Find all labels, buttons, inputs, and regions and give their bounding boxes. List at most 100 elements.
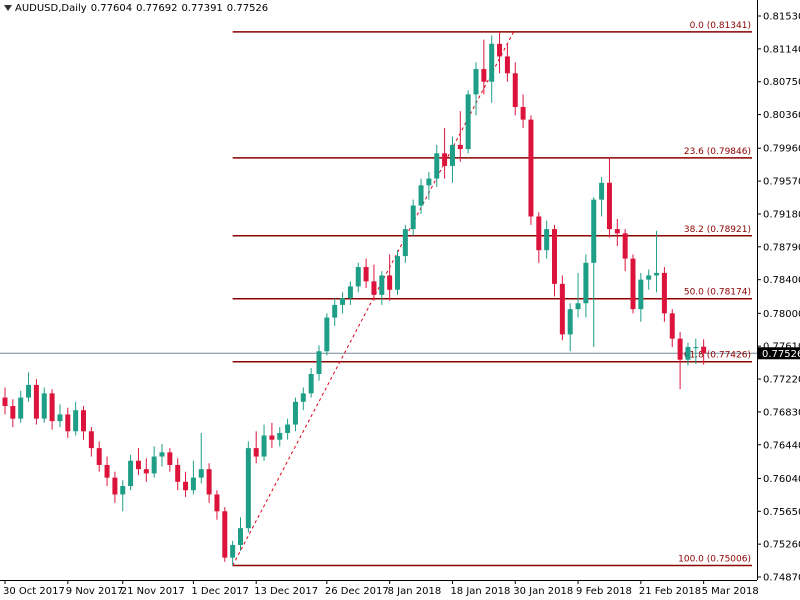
candle-body	[81, 410, 86, 432]
candle-body	[143, 469, 149, 474]
candle-body	[269, 435, 275, 440]
candle-body	[347, 286, 353, 299]
candle-body	[2, 397, 8, 407]
candle-body	[599, 182, 605, 200]
price-label: 0.77526	[762, 349, 800, 360]
candle-body	[606, 182, 612, 230]
candle-body	[371, 281, 377, 295]
candle-body	[701, 346, 707, 354]
candle-body	[410, 205, 416, 230]
fib-label: 23.6 (0.79846)	[684, 147, 751, 157]
candle-body	[442, 153, 448, 166]
candle-body	[57, 414, 63, 422]
fib-label: 50.0 (0.78174)	[684, 288, 751, 298]
candle-body	[128, 460, 134, 487]
fib-trend-line	[232, 31, 514, 566]
header-value: 0.77604	[90, 3, 133, 14]
candle-body	[332, 304, 338, 318]
candle-body	[41, 393, 47, 419]
candle-body	[183, 481, 189, 491]
candle-body	[26, 384, 32, 398]
candle-body	[190, 477, 196, 491]
candle-body	[292, 401, 298, 425]
candle-body	[10, 406, 16, 419]
candle-body	[614, 229, 620, 234]
candle-body	[654, 272, 660, 276]
x-tick-label: 21 Nov 2017	[121, 586, 185, 597]
candle-body	[449, 144, 455, 166]
candle-body	[324, 317, 330, 352]
candle-body	[434, 153, 440, 179]
header-value: 0.77692	[136, 3, 178, 14]
x-tick-label: 30 Oct 2017	[3, 586, 65, 597]
candle-body	[49, 393, 55, 422]
candle-body	[457, 144, 463, 150]
candle-body	[308, 373, 314, 394]
candle-body	[583, 262, 589, 304]
x-tick-label: 30 Jan 2018	[513, 586, 573, 597]
symbol: AUDUSD,Daily	[15, 3, 87, 14]
candle-body	[481, 69, 487, 82]
candle-body	[693, 347, 699, 349]
candle-body	[497, 43, 503, 57]
candle-body	[544, 229, 550, 251]
header-icon	[4, 5, 12, 11]
candle-body	[222, 511, 228, 558]
candle-body	[559, 283, 565, 335]
header-value: 0.77526	[226, 3, 269, 14]
candle-body	[18, 397, 24, 419]
y-tick-label: 0.74870	[763, 573, 800, 584]
candle-body	[552, 229, 557, 284]
candle-body	[214, 494, 220, 512]
candle-body	[426, 178, 432, 186]
candle-body	[520, 106, 526, 120]
candle-body	[316, 351, 322, 374]
candle-body	[104, 464, 110, 478]
candle-body	[300, 393, 306, 402]
candle-body	[473, 69, 479, 95]
candle-body	[575, 303, 581, 310]
x-tick-label: 1 Dec 2017	[191, 586, 249, 597]
x-tick-label: 26 Dec 2017	[325, 586, 389, 597]
candle-body	[591, 199, 597, 263]
fib-label: 61.8 (0.77426)	[684, 351, 751, 361]
candle-body	[395, 256, 400, 290]
candle-body	[245, 448, 251, 529]
candle-body	[65, 414, 71, 432]
candle-body	[355, 267, 361, 287]
fib-layer: 0.0 (0.81341) 23.6 (0.79846) 38.2 (0.78921…	[0, 21, 757, 567]
candle-body	[230, 544, 236, 558]
fib-label: 0.0 (0.81341)	[690, 21, 751, 31]
x-tick-label: 9 Feb 2018	[576, 586, 632, 597]
candle-body	[567, 309, 573, 335]
candle-body	[638, 279, 644, 310]
candle-body	[120, 486, 126, 495]
candle-body	[418, 185, 424, 206]
candle-body	[198, 469, 204, 478]
x-tick-label: 8 Jan 2018	[388, 586, 442, 597]
candle-body	[135, 460, 141, 470]
candle-body	[151, 456, 157, 474]
candle-body	[33, 384, 39, 419]
candle-body	[528, 119, 534, 217]
candle-body	[402, 229, 408, 257]
candle-body	[646, 275, 652, 280]
candle-body	[253, 448, 259, 457]
candle-body	[363, 267, 369, 282]
x-tick-label: 9 Nov 2017	[66, 586, 124, 597]
candles	[2, 31, 707, 566]
fib-label: 100.0 (0.75006)	[678, 555, 751, 565]
